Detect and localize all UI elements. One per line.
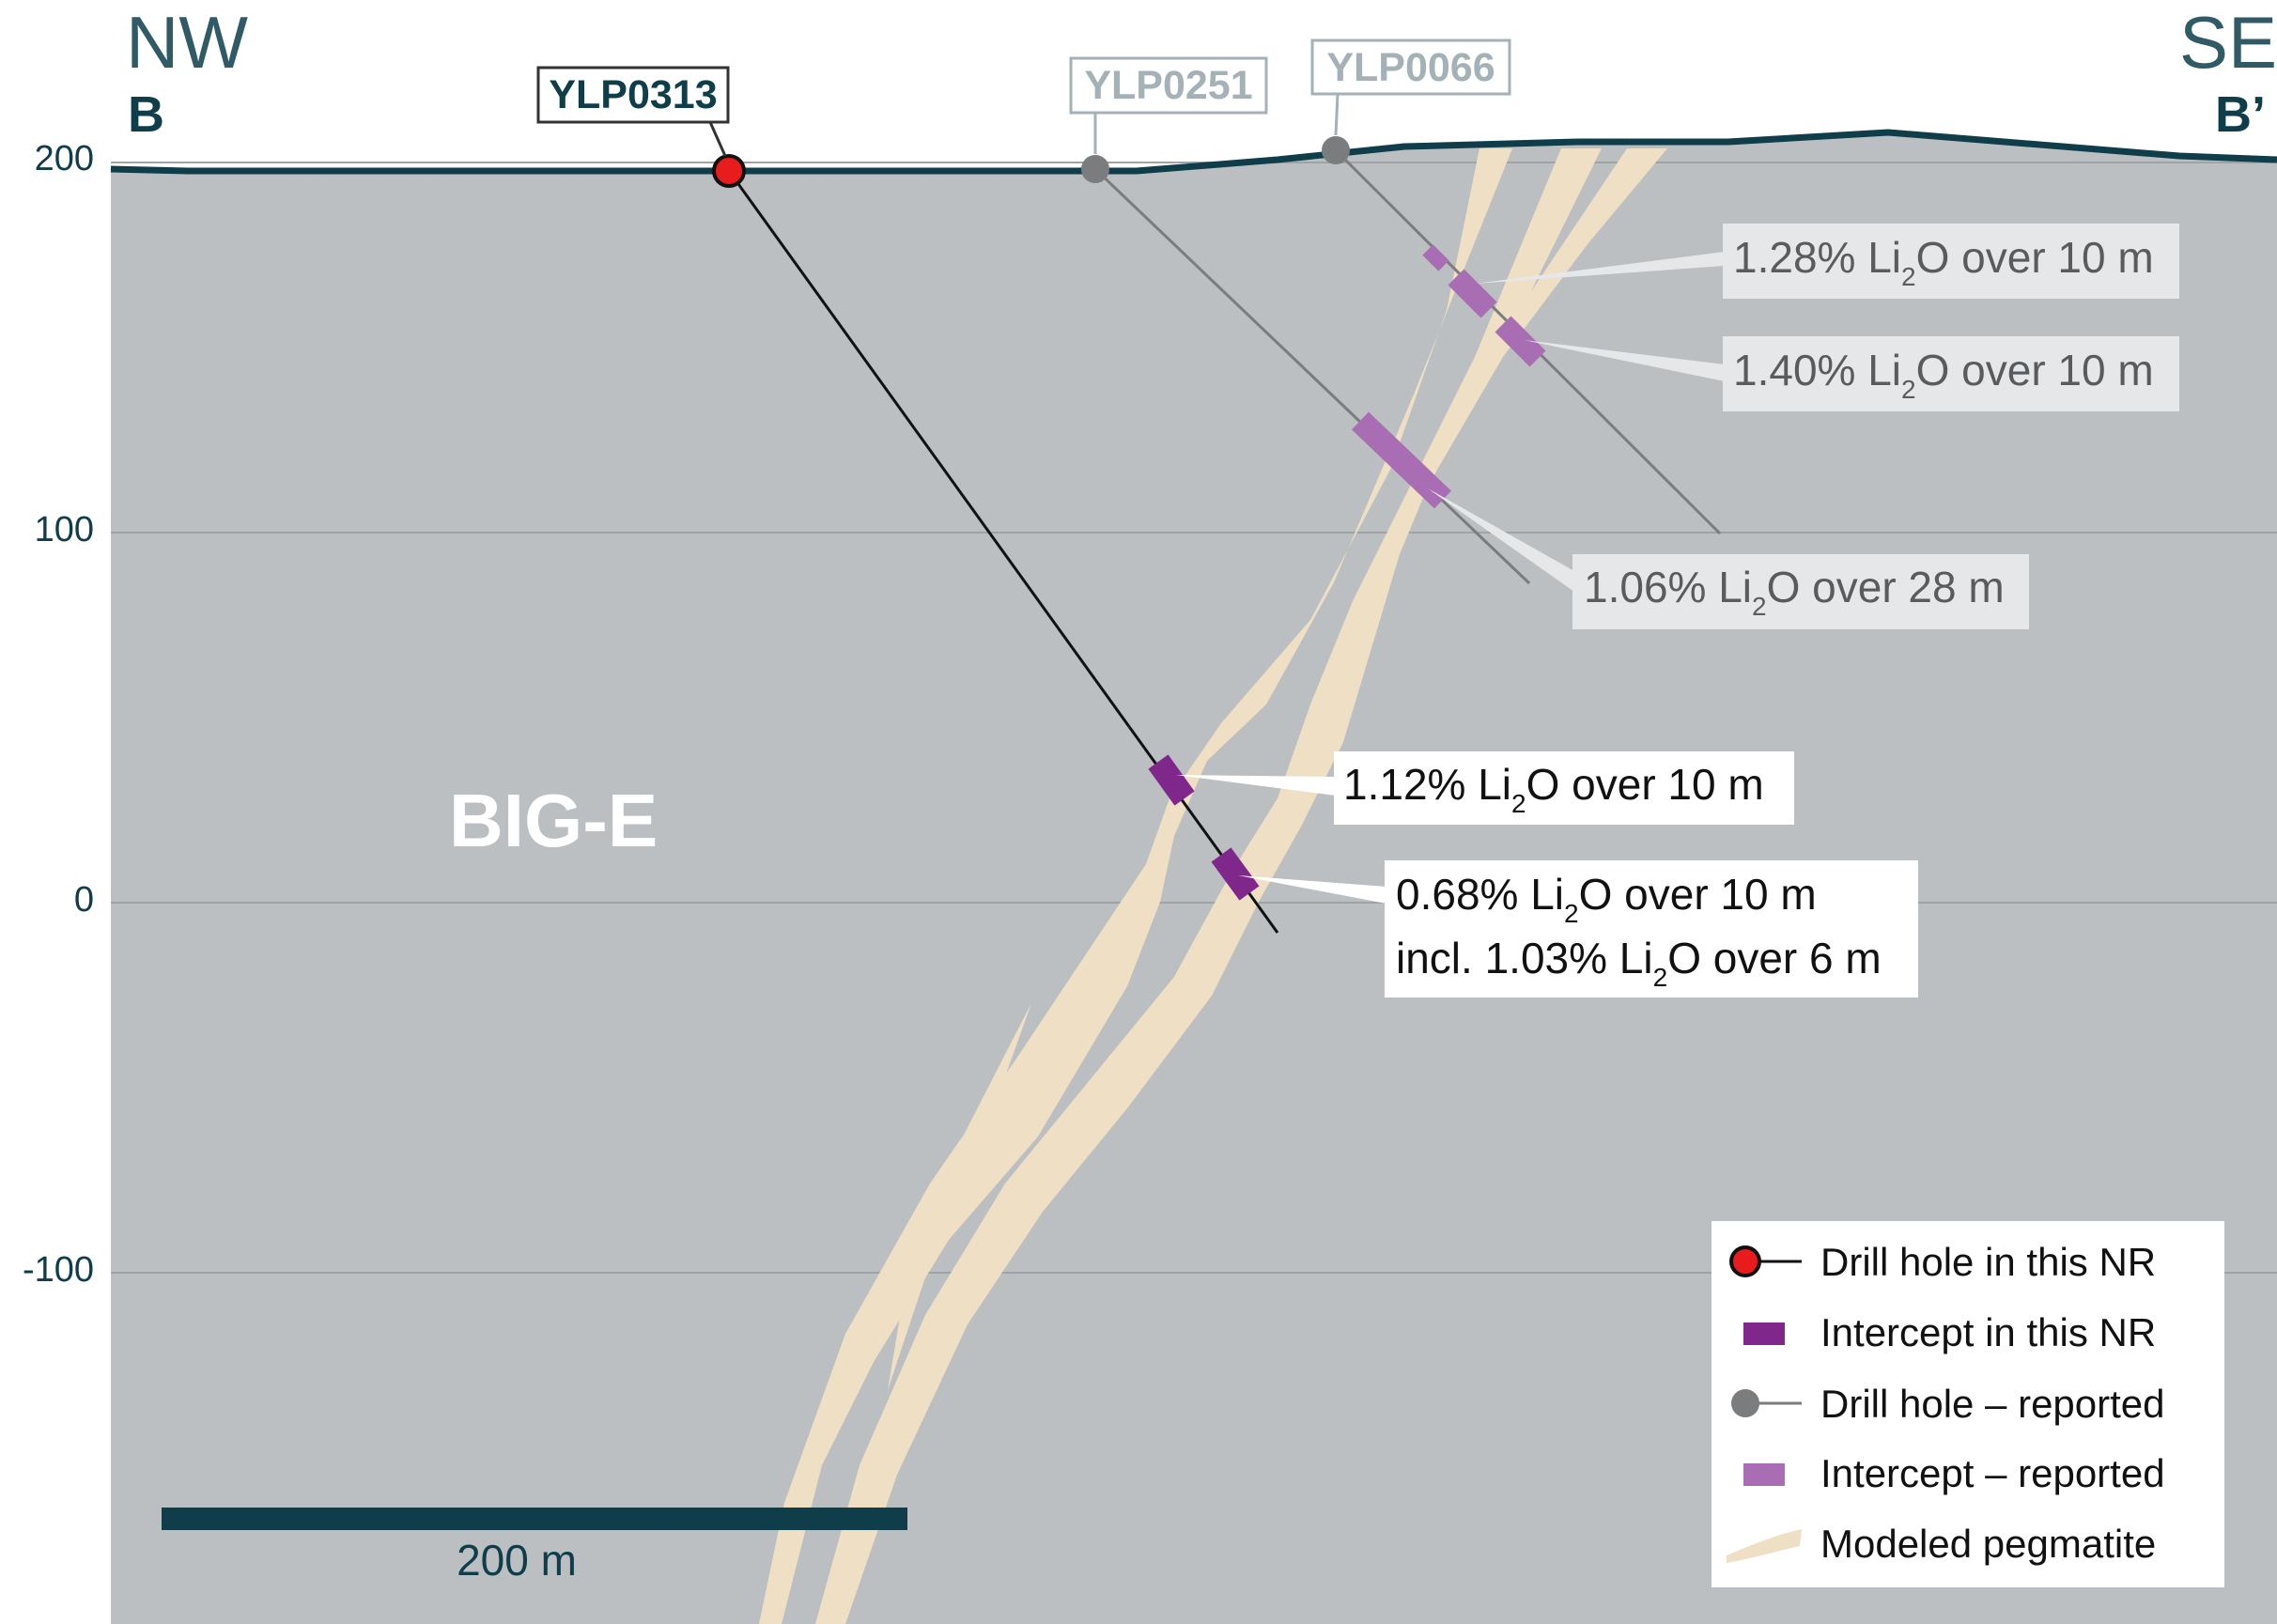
intercept-text-line1: 0.68% Li2O over 10 m [1396, 870, 1817, 928]
legend-item-drill-hole-reported: Drill hole – reported [1731, 1382, 2165, 1426]
label-box [1385, 860, 1918, 998]
reported-intercepts [1352, 244, 1546, 509]
tick-label-200: 200 [35, 139, 94, 178]
legend-item-intercept-nr: Intercept in this NR [1743, 1310, 2156, 1354]
grade: 1.28% Li [1733, 233, 1901, 282]
legend-symbol-pegmatite [1727, 1529, 1802, 1563]
legend-item-pegmatite: Modeled pegmatite [1727, 1522, 2156, 1566]
grade: incl. 1.03% Li [1396, 934, 1653, 982]
intercept-label-ylp0313-a: 1.12% Li2O over 10 m [1334, 751, 1794, 825]
intercept-text: 1.06% Li2O over 28 m [1584, 563, 2005, 621]
legend-symbol-intercept [1743, 1463, 1785, 1486]
section-letter-left: B [128, 86, 164, 143]
unit-label: BIG-E [449, 779, 658, 862]
collar-ylp0251[interactable] [1081, 155, 1109, 183]
pegmatite-dyke-east [815, 148, 1602, 1624]
drill-trace-ylp0251 [1093, 167, 1531, 585]
scale-bar-label: 200 m [457, 1536, 577, 1585]
collar-ylp0066[interactable] [1322, 136, 1350, 164]
legend-symbol-collar [1729, 1245, 1761, 1277]
intercept-label-ylp0066-a: 1.28% Li2O over 10 m [1723, 224, 2179, 299]
interval: O over 6 m [1667, 934, 1882, 982]
leader-ylp0066-b [1524, 340, 1725, 381]
intercept-leaders [1176, 252, 1725, 904]
label-box [1069, 56, 1268, 115]
drill-hole-id: YLP0066 [1326, 45, 1495, 90]
intercept-ylp0251 [1352, 411, 1451, 509]
grade: 0.68% Li [1396, 870, 1564, 919]
intercept-text-line2: incl. 1.03% Li2O over 6 m [1396, 934, 1882, 992]
topography-line [110, 129, 2277, 175]
drill-hole-id: YLP0313 [549, 72, 717, 117]
scale-bar [162, 1508, 907, 1530]
leader-ylp0313-a [1176, 775, 1336, 796]
intercept-label-ylp0313-b: 0.68% Li2O over 10 m incl. 1.03% Li2O ov… [1385, 860, 1918, 998]
legend-label: Modeled pegmatite [1820, 1522, 2156, 1566]
intercept-text: 1.28% Li2O over 10 m [1733, 233, 2154, 291]
intercept-ylp0066-a [1448, 269, 1497, 318]
tick-label-100: 100 [35, 510, 94, 549]
subscript: 2 [1752, 592, 1767, 621]
leader-line [1334, 93, 1340, 136]
grade: 1.12% Li [1343, 760, 1511, 809]
nr-intercepts [1148, 754, 1260, 901]
subscript: 2 [1653, 963, 1668, 992]
intercept-label-ylp0251: 1.06% Li2O over 28 m [1572, 554, 2029, 629]
tick-label-0: 0 [74, 880, 94, 920]
subscript: 2 [1511, 789, 1526, 818]
intercept-ylp0313-a [1148, 754, 1195, 806]
pegmatite-dyke-sliver [888, 1003, 1031, 1390]
interval: O over 28 m [1767, 563, 2005, 611]
label-box [1310, 39, 1511, 96]
subscript: 2 [1901, 262, 1916, 291]
legend-item-drill-hole-nr: Drill hole in this NR [1729, 1240, 2156, 1284]
intercept-ylp0066-b [1495, 316, 1546, 367]
drill-label-ylp0251[interactable]: YLP0251 [1069, 56, 1268, 154]
grade: 1.40% Li [1733, 346, 1901, 394]
label-box [536, 66, 730, 124]
subscript: 2 [1564, 899, 1579, 928]
modeled-pegmatite [759, 148, 1667, 1624]
leader-ylp0313-b [1238, 875, 1386, 904]
section-direction-left: NW [126, 1, 248, 84]
interval: O over 10 m [1916, 346, 2154, 394]
section-direction-right: SE [2179, 1, 2277, 84]
intercept-text: 1.40% Li2O over 10 m [1733, 346, 2154, 404]
leader-ylp0251 [1428, 488, 1574, 592]
section-letter-right: B’ [2215, 86, 2266, 143]
intercept-ylp0066-small [1422, 244, 1449, 271]
legend: Drill hole in this NR Intercept in this … [1712, 1221, 2224, 1587]
intercept-label-ylp0066-b: 1.40% Li2O over 10 m [1723, 336, 2179, 411]
collar-ylp0313[interactable] [712, 154, 746, 188]
interval: O over 10 m [1526, 760, 1764, 809]
intercept-text: 1.12% Li2O over 10 m [1343, 760, 1764, 818]
legend-label: Drill hole – reported [1820, 1382, 2165, 1426]
legend-symbol-collar [1731, 1389, 1759, 1417]
drill-hole-id: YLP0251 [1084, 63, 1252, 108]
legend-label: Drill hole in this NR [1820, 1240, 2156, 1284]
drill-label-ylp0066[interactable]: YLP0066 [1310, 39, 1511, 136]
tick-label-minus100: -100 [23, 1250, 94, 1290]
interval: O over 10 m [1916, 233, 2154, 282]
interval: O over 10 m [1579, 870, 1817, 919]
label-box [1723, 336, 2179, 411]
leader-ylp0066-a [1475, 252, 1725, 284]
intercept-ylp0313-b [1211, 847, 1260, 901]
subscript: 2 [1901, 375, 1916, 404]
pegmatite-dyke-west [759, 148, 1512, 1624]
drill-label-ylp0313[interactable]: YLP0313 [536, 66, 730, 157]
legend-symbol-intercept [1743, 1322, 1785, 1345]
leader-line [708, 121, 727, 157]
legend-label: Intercept – reported [1820, 1451, 2165, 1495]
label-box [1723, 224, 2179, 299]
legend-item-intercept-reported: Intercept – reported [1743, 1451, 2165, 1495]
grade: 1.06% Li [1584, 563, 1752, 611]
label-box [1572, 554, 2029, 629]
elevation-tick-labels: 200 100 0 -100 [23, 139, 94, 1290]
label-box [1334, 751, 1794, 825]
drill-trace-ylp0313 [727, 170, 1279, 934]
legend-label: Intercept in this NR [1820, 1310, 2156, 1354]
